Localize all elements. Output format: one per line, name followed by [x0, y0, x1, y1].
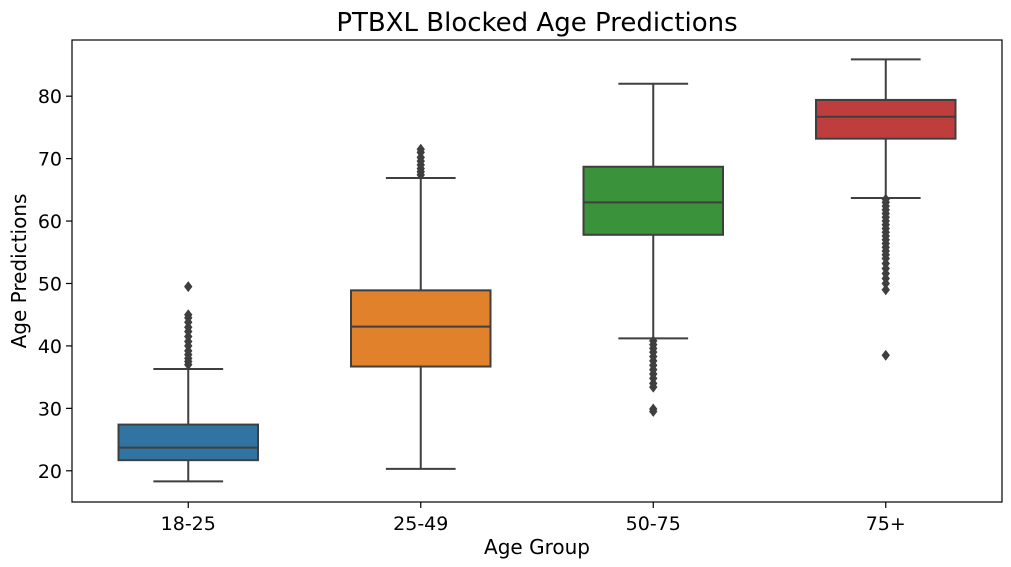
- y-tick-label: 20: [38, 461, 62, 483]
- iqr-box: [117, 423, 259, 462]
- y-tick-label: 40: [38, 336, 62, 358]
- boxes: [117, 58, 957, 483]
- box-group-75+: [815, 58, 957, 361]
- outlier-point: [649, 406, 658, 417]
- box-group-25-49: [350, 143, 492, 470]
- outlier-point: [416, 143, 425, 155]
- x-tick-label: 75+: [866, 513, 906, 535]
- outlier-point: [184, 309, 193, 321]
- box-group-18-25: [117, 281, 259, 483]
- y-tick-label: 60: [38, 211, 62, 233]
- y-tick-label: 50: [38, 273, 62, 295]
- x-tick-label: 50-75: [626, 513, 681, 535]
- x-tick-label: 18-25: [161, 513, 216, 535]
- outlier-point: [881, 349, 890, 361]
- box-group-50-75: [582, 82, 724, 417]
- y-axis-label: Age Predictions: [7, 194, 31, 349]
- y-axis: 20 30 40 50 60 70 80: [38, 86, 72, 483]
- chart-title: PTBXL Blocked Age Predictions: [336, 8, 737, 38]
- iqr-box: [350, 289, 492, 368]
- outlier-point: [881, 278, 890, 289]
- y-tick-label: 30: [38, 398, 62, 420]
- y-tick-label: 80: [38, 86, 62, 108]
- plot-area: 20 30 40 50 60 70 80 18-25 25-49 50-75 75+: [38, 39, 1003, 535]
- y-tick-label: 70: [38, 149, 62, 171]
- outlier-point: [184, 281, 193, 293]
- outlier-point: [649, 381, 658, 393]
- outlier-point: [881, 284, 890, 296]
- iqr-box: [815, 98, 957, 140]
- x-tick-label: 25-49: [393, 513, 448, 535]
- x-axis: 18-25 25-49 50-75 75+: [161, 502, 906, 535]
- plot-frame: [71, 39, 1003, 503]
- x-axis-label: Age Group: [484, 535, 590, 559]
- iqr-box: [582, 165, 724, 236]
